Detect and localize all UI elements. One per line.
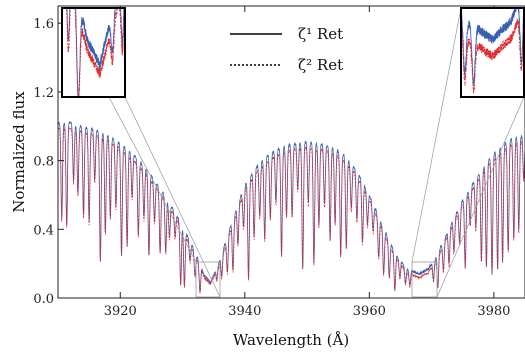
inset-right-series — [461, 8, 524, 94]
x-tick-label: 3960 — [353, 304, 386, 319]
x-axis-ticks: 3920 3940 3960 3980 — [104, 6, 510, 319]
y-tick-label: 0.0 — [33, 292, 54, 307]
zoom-box-1 — [195, 261, 221, 298]
x-tick-label: 3940 — [228, 304, 261, 319]
y-tick-label: 1.6 — [33, 17, 54, 32]
inset-left-frame — [61, 7, 126, 98]
series-group — [58, 120, 525, 294]
inset-right-zeta2-line — [461, 18, 524, 94]
legend-label-zeta1: ζ¹ Ret — [298, 25, 343, 43]
x-tick-label: 3920 — [104, 304, 137, 319]
legend: ζ¹ Ret ζ² Ret — [230, 25, 343, 74]
x-axis-label: Wavelength (Å) — [233, 331, 349, 349]
y-tick-label: 0.8 — [33, 155, 54, 170]
series-line-zeta2 — [58, 126, 525, 293]
inset-right-zeta1-line — [461, 8, 524, 85]
zoom-connector-1b — [124, 96, 221, 298]
zoom-connector-2a — [411, 7, 462, 263]
plot-area — [57, 5, 525, 299]
zoom-connector-2b — [436, 96, 525, 298]
zoom-box-2 — [411, 261, 438, 298]
y-axis-ticks: 0.0 0.4 0.8 1.2 1.6 — [33, 17, 64, 307]
y-tick-label: 0.4 — [33, 223, 54, 238]
zoom-region-2 — [411, 7, 525, 298]
y-tick-label: 1.2 — [33, 86, 54, 101]
plot-frame — [57, 5, 525, 299]
x-tick-label: 3980 — [477, 304, 510, 319]
inset-left-series — [66, 8, 125, 97]
legend-label-zeta2: ζ² Ret — [298, 56, 343, 74]
y-axis-label: Normalized flux — [10, 91, 28, 213]
inset-right-frame — [460, 7, 525, 98]
inset-left-zeta1-line — [66, 8, 125, 97]
inset-left — [61, 7, 126, 98]
inset-right — [460, 7, 525, 98]
